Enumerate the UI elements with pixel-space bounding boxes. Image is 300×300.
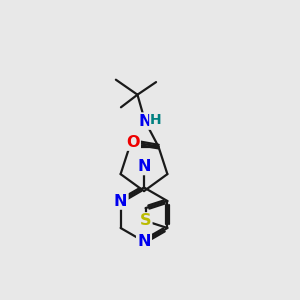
Text: N: N: [137, 234, 151, 249]
Text: N: N: [114, 194, 128, 208]
Text: H: H: [150, 113, 162, 127]
Text: N: N: [137, 159, 151, 174]
Text: O: O: [126, 135, 140, 150]
Text: N: N: [138, 114, 152, 129]
Text: S: S: [140, 213, 151, 228]
